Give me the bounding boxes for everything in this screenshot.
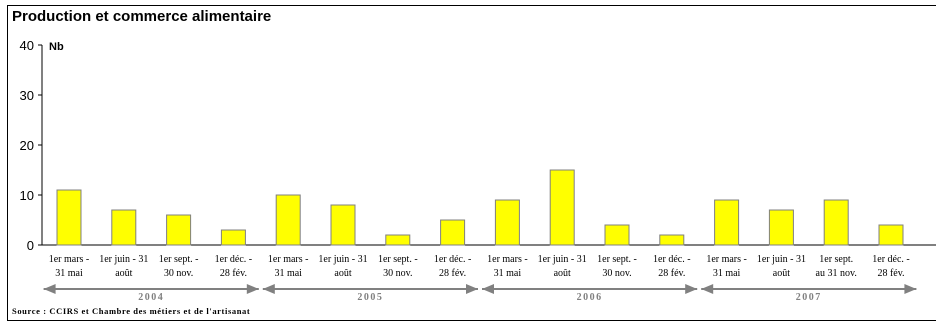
- x-tick-label: 31 mai: [274, 268, 302, 279]
- arrowhead-right: [685, 284, 698, 294]
- chart-title: Production et commerce alimentaire: [12, 8, 272, 25]
- bar: [111, 209, 137, 246]
- x-tick-label: 31 mai: [494, 268, 522, 279]
- x-tick-label: août: [115, 268, 132, 279]
- x-tick-label: 1er juin - 31: [99, 254, 148, 265]
- bar: [220, 229, 246, 246]
- arrowhead-left: [43, 284, 56, 294]
- bar: [494, 199, 520, 246]
- year-label: 2005: [357, 292, 383, 303]
- x-tick-label: 1er mars -: [49, 254, 90, 265]
- y-tick-label: 40: [20, 38, 34, 53]
- y-tick-label: 10: [20, 188, 34, 203]
- arrowhead-right: [904, 284, 917, 294]
- year-label: 2007: [796, 292, 822, 303]
- bar: [768, 209, 794, 246]
- bar: [659, 234, 685, 246]
- x-tick-label: 1er sept.: [819, 254, 853, 265]
- x-tick-label: 1er juin - 31: [318, 254, 367, 265]
- x-tick-label: 31 mai: [55, 268, 83, 279]
- year-label: 2006: [577, 292, 603, 303]
- x-tick-label: 1er juin - 31: [538, 254, 587, 265]
- x-tick-label: 31 mai: [713, 268, 741, 279]
- y-tick-label: 20: [20, 138, 34, 153]
- arrowhead-left: [701, 284, 714, 294]
- bar: [823, 199, 849, 246]
- x-tick-label: 1er sept. -: [597, 254, 637, 265]
- bar: [549, 169, 575, 246]
- x-tick-label: 30 nov.: [383, 268, 412, 279]
- bar: [604, 224, 630, 246]
- arrowhead-left: [262, 284, 275, 294]
- x-tick-label: 30 nov.: [164, 268, 193, 279]
- bar: [878, 224, 904, 246]
- bar: [385, 234, 411, 246]
- x-tick-label: au 31 nov.: [816, 268, 857, 279]
- x-tick-label: 1er sept. -: [378, 254, 418, 265]
- x-tick-label: 28 fév.: [877, 268, 904, 279]
- source-note: Source : CCIRS et Chambre des métiers et…: [12, 306, 251, 316]
- x-tick-label: 1er sept. -: [159, 254, 199, 265]
- x-tick-label: 30 nov.: [602, 268, 631, 279]
- x-tick-label: août: [773, 268, 790, 279]
- bar: [714, 199, 740, 246]
- x-tick-label: 1er déc. -: [434, 254, 471, 265]
- x-tick-label: 1er juin - 31: [757, 254, 806, 265]
- x-tick-label: 28 fév.: [439, 268, 466, 279]
- x-tick-label: 1er mars -: [268, 254, 309, 265]
- bar: [440, 219, 466, 246]
- bar: [275, 194, 301, 246]
- bar: [56, 189, 82, 246]
- y-tick-label: 0: [27, 238, 34, 253]
- arrowhead-left: [482, 284, 494, 294]
- x-tick-label: 28 fév.: [658, 268, 685, 279]
- x-tick-label: 1er déc. -: [653, 254, 690, 265]
- x-tick-label: 1er mars -: [487, 254, 528, 265]
- arrowhead-right: [246, 284, 259, 294]
- arrowhead-right: [466, 284, 478, 294]
- bar: [166, 214, 192, 246]
- year-label: 2004: [138, 292, 164, 303]
- x-tick-label: 1er déc. -: [872, 254, 909, 265]
- x-tick-label: 28 fév.: [220, 268, 247, 279]
- x-tick-label: 1er mars -: [706, 254, 747, 265]
- x-tick-label: août: [554, 268, 571, 279]
- y-tick-label: 30: [20, 88, 34, 103]
- y-axis-label: Nb: [49, 41, 64, 53]
- x-tick-label: 1er déc. -: [215, 254, 252, 265]
- bar: [330, 204, 356, 246]
- x-tick-label: août: [334, 268, 351, 279]
